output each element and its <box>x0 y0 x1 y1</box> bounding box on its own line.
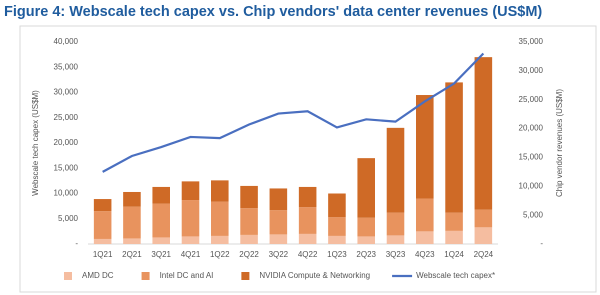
bar-segment <box>93 199 112 212</box>
bar-segment <box>445 230 463 244</box>
x-tick-label: 3Q21 <box>151 250 171 259</box>
x-tick-label: 4Q21 <box>181 250 201 259</box>
bar-segment <box>152 186 170 204</box>
bar-segment <box>474 209 493 228</box>
y-tick-label: 30,000 <box>54 88 79 97</box>
bar-segment <box>328 193 346 218</box>
y-tick-label: 25,000 <box>54 113 79 122</box>
bar-segment <box>93 238 112 244</box>
bar-segment <box>181 181 200 201</box>
bar-segment <box>357 236 375 244</box>
bar-segment <box>416 231 434 244</box>
y2-tick-label: 20,000 <box>519 124 544 133</box>
y2-axis-title: Chip vendor revenues (US$M) <box>555 89 564 197</box>
chart-frame <box>19 25 597 293</box>
bar-segment <box>416 95 434 199</box>
x-tick-label: 1Q23 <box>327 250 347 259</box>
bar-segment <box>386 212 405 236</box>
y-tick-label: 20,000 <box>54 138 79 147</box>
y-tick-label: 35,000 <box>54 62 79 71</box>
x-tick-label: 1Q24 <box>444 250 464 259</box>
bar-segment <box>240 234 258 244</box>
legend-label: NVIDIA Compute & Networking <box>259 271 370 280</box>
x-tick-label: 4Q22 <box>298 250 318 259</box>
bar-segment <box>123 206 141 239</box>
y2-tick-label: 10,000 <box>519 181 544 190</box>
x-tick-label: 2Q22 <box>239 250 259 259</box>
x-tick-label: 1Q22 <box>210 250 230 259</box>
bar-segment <box>269 234 288 244</box>
bar-segment <box>152 203 170 238</box>
bar-segment <box>123 191 141 207</box>
bar-segment <box>181 200 200 237</box>
y-tick-label: - <box>75 239 78 248</box>
bar-segment <box>445 212 463 231</box>
bar-segment <box>328 235 346 244</box>
bar-segment <box>211 180 229 202</box>
bar-segment <box>416 198 434 232</box>
bar-segment <box>298 207 317 234</box>
bar-segment <box>298 233 317 244</box>
bar-segment <box>357 158 375 218</box>
bar-segment <box>328 217 346 236</box>
chart-title: Figure 4: Webscale tech capex vs. Chip v… <box>4 4 542 20</box>
bar-segment <box>240 185 258 209</box>
bar-segment <box>357 217 375 237</box>
x-tick-label: 1Q21 <box>93 250 113 259</box>
legend-swatch <box>64 272 72 280</box>
y-tick-label: 5,000 <box>58 214 79 223</box>
y2-tick-label: - <box>540 239 543 248</box>
x-tick-label: 4Q23 <box>415 250 435 259</box>
y-tick-label: 15,000 <box>54 163 79 172</box>
bar-segment <box>474 227 493 244</box>
bar-segment <box>93 211 112 239</box>
x-tick-label: 3Q23 <box>386 250 406 259</box>
bar-segment <box>240 208 258 235</box>
line-series <box>102 52 485 173</box>
x-tick-label: 3Q22 <box>269 250 289 259</box>
legend-label: Intel DC and AI <box>160 271 214 280</box>
y2-tick-label: 15,000 <box>519 153 544 162</box>
legend-swatch <box>241 272 250 280</box>
y-tick-label: 40,000 <box>54 37 79 46</box>
bar-segment <box>386 235 405 244</box>
bar-segment <box>181 236 200 244</box>
bar-segment <box>152 237 170 244</box>
x-tick-label: 2Q24 <box>474 250 494 259</box>
bar-segment <box>269 210 288 235</box>
bar-segment <box>474 57 493 210</box>
bar-segment <box>386 127 405 213</box>
y2-tick-label: 25,000 <box>519 95 544 104</box>
legend-swatch <box>141 272 150 280</box>
bar-segment <box>211 235 229 244</box>
bar-segment <box>211 201 229 236</box>
y2-tick-label: 35,000 <box>519 37 544 46</box>
y2-tick-label: 30,000 <box>519 66 544 75</box>
bar-segment <box>123 238 141 244</box>
bar-segment <box>445 82 463 213</box>
legend-label: Webscale tech capex* <box>416 271 495 280</box>
x-tick-label: 2Q21 <box>122 250 142 259</box>
x-tick-label: 2Q23 <box>356 250 376 259</box>
bar-segment <box>298 186 317 208</box>
y2-tick-label: 5,000 <box>523 210 544 219</box>
bar-segment <box>269 188 288 211</box>
y-axis-title: Webscale tech capex (US$M) <box>31 90 40 196</box>
y-tick-label: 10,000 <box>54 189 79 198</box>
legend-label: AMD DC <box>82 271 114 280</box>
